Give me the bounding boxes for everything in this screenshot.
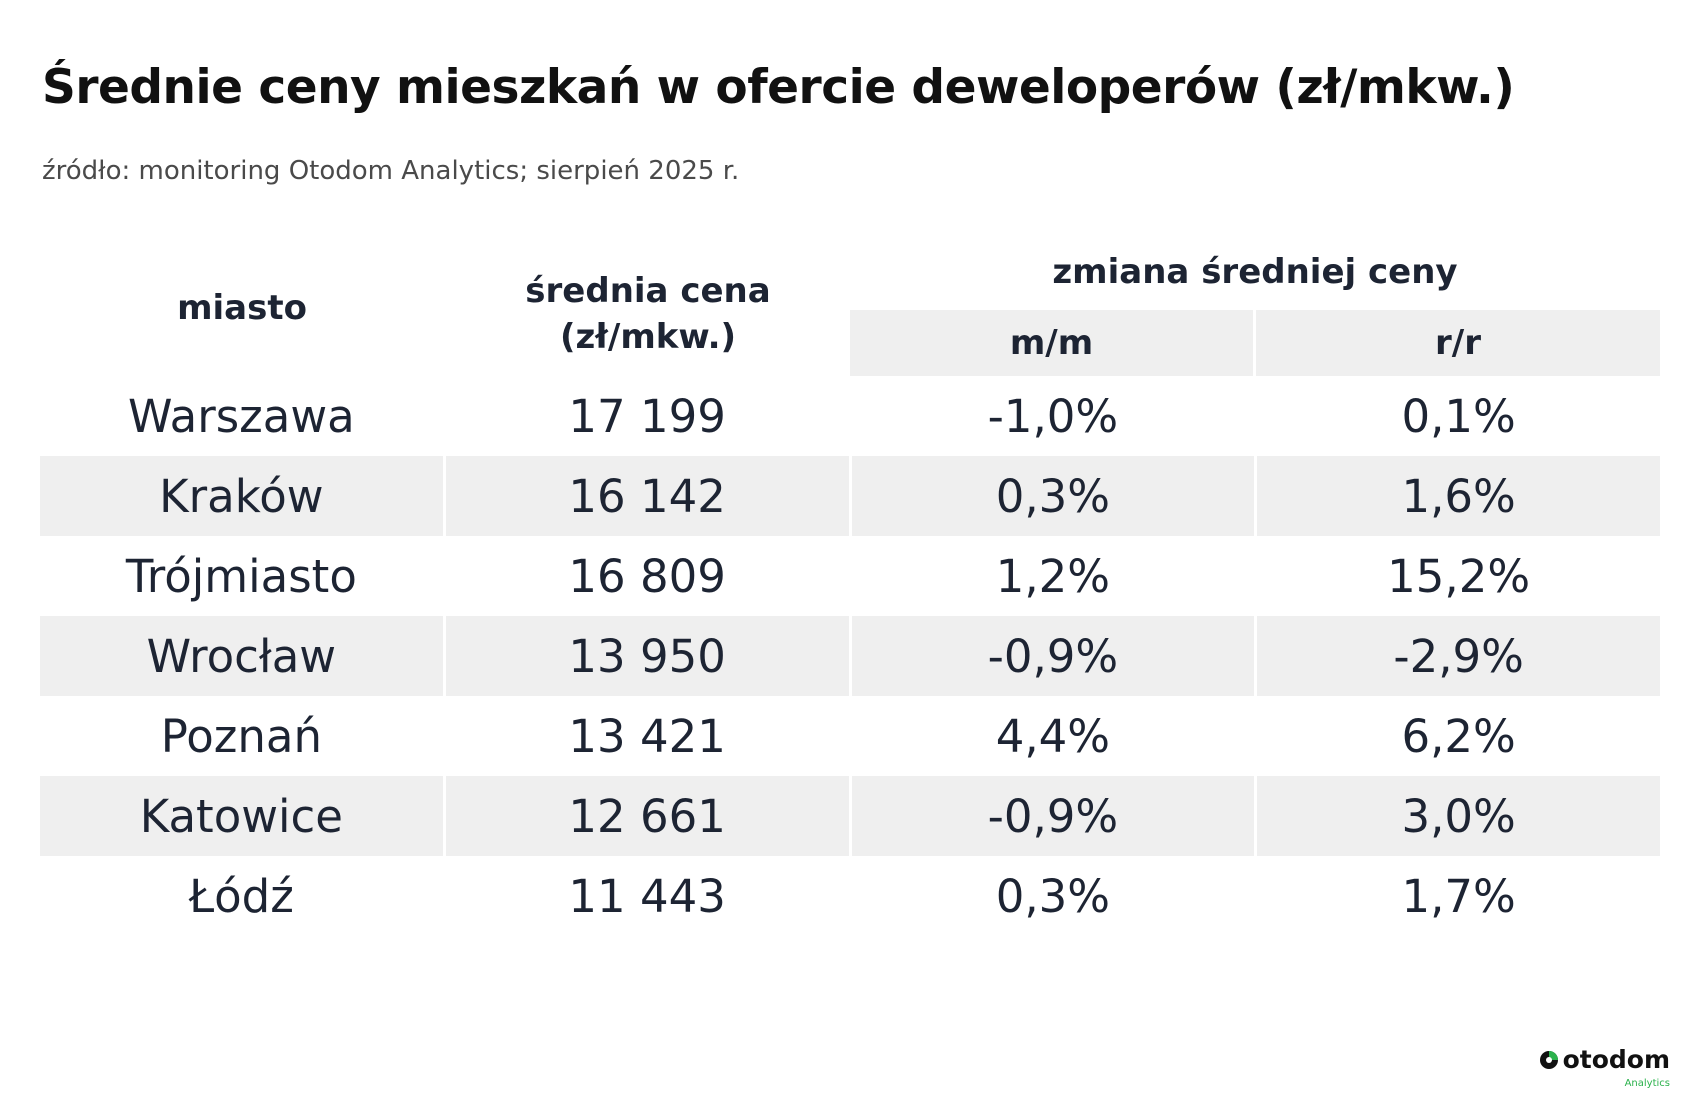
table-row: Poznań 13 421 4,4% 6,2% (40, 696, 1660, 776)
cell-price: 13 950 (445, 616, 849, 696)
cell-mm: -1,0% (987, 389, 1119, 443)
cell-rr: 1,7% (1401, 869, 1516, 923)
cell-rr: 0,1% (1401, 389, 1516, 443)
cell-mm: -0,9% (851, 776, 1255, 856)
cell-city: Wrocław (40, 616, 443, 696)
header-mm: m/m (850, 310, 1253, 376)
header-price: średnia cena (zł/mkw.) (446, 268, 850, 360)
cell-city: Kraków (40, 456, 443, 536)
header-rr: r/r (1256, 310, 1660, 376)
cell-price: 12 661 (445, 776, 849, 856)
cell-mm: -0,9% (851, 616, 1255, 696)
cell-rr: 15,2% (1387, 549, 1531, 603)
header-price-line1: średnia cena (525, 271, 771, 311)
cell-price: 11 443 (568, 869, 726, 923)
cell-rr: 1,6% (1257, 456, 1660, 536)
cell-mm: 1,2% (995, 549, 1111, 603)
cell-rr: 6,2% (1401, 709, 1516, 763)
table-row: Wrocław 13 950 -0,9% -2,9% (40, 616, 1660, 696)
table-row: Łódź 11 443 0,3% 1,7% (40, 856, 1660, 936)
cell-mm: 0,3% (995, 869, 1111, 923)
otodom-logo: otodom Analytics (1539, 1045, 1670, 1089)
logo-name: otodom (1562, 1045, 1670, 1074)
cell-price: 16 142 (445, 456, 849, 536)
cell-mm: 0,3% (851, 456, 1255, 536)
cell-city: Poznań (160, 709, 323, 763)
source-note: źródło: monitoring Otodom Analytics; sie… (42, 156, 740, 186)
logo-wordmark: otodom Analytics (1562, 1045, 1670, 1089)
table-row: Trójmiasto 16 809 1,2% 15,2% (40, 536, 1660, 616)
cell-price: 17 199 (568, 389, 726, 443)
cell-city: Katowice (40, 776, 443, 856)
price-table: miasto średnia cena (zł/mkw.) zmiana śre… (40, 238, 1660, 936)
otodom-logo-icon (1539, 1050, 1559, 1070)
table-row: Kraków 16 142 0,3% 1,6% (40, 456, 1660, 536)
cell-city: Trójmiasto (125, 549, 357, 603)
table-row: Warszawa 17 199 -1,0% 0,1% (40, 376, 1660, 456)
logo-subtitle: Analytics (1624, 1078, 1670, 1089)
header-change: zmiana średniej ceny (1052, 252, 1458, 292)
cell-rr: -2,9% (1257, 616, 1660, 696)
cell-price: 13 421 (568, 709, 726, 763)
page-title: Średnie ceny mieszkań w ofercie dewelope… (42, 60, 1515, 115)
cell-city: Warszawa (128, 389, 355, 443)
cell-price: 16 809 (568, 549, 726, 603)
cell-rr: 3,0% (1257, 776, 1660, 856)
table-header: miasto średnia cena (zł/mkw.) zmiana śre… (40, 238, 1660, 376)
cell-mm: 4,4% (995, 709, 1111, 763)
header-price-line2: (zł/mkw.) (559, 317, 737, 357)
cell-city: Łódź (188, 869, 294, 923)
table-row: Katowice 12 661 -0,9% 3,0% (40, 776, 1660, 856)
header-city: miasto (177, 288, 307, 328)
